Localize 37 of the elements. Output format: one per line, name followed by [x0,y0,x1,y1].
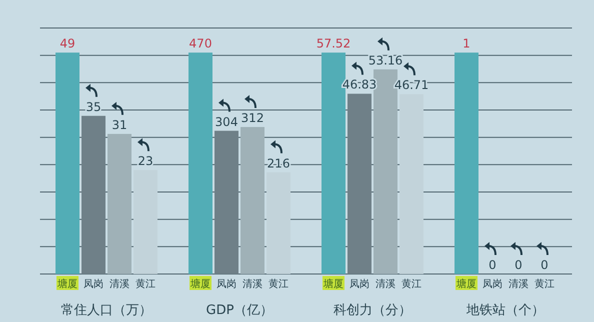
x-tick-label: 清溪 [110,278,130,290]
data-label: 0 [488,258,496,272]
data-label: 1 [462,36,470,51]
x-axis-title: 科创力（分） [334,303,412,318]
bar [214,130,238,274]
x-tick-label: 黄江 [136,278,156,290]
x-axis-title: 常住人口（万） [61,303,152,318]
bar [348,94,372,274]
bar [188,52,212,274]
x-axis-title: 地铁站（个） [466,303,544,318]
x-tick-label: 黄江 [402,278,422,290]
x-tick-label: 清溪 [508,278,528,290]
bar [266,172,290,274]
bar [240,127,264,274]
data-label: 470 [189,36,212,51]
bar [82,116,106,274]
x-tick-label: 黄江 [534,278,554,290]
data-label: 57.52 [316,36,351,51]
data-label: 31 [112,118,128,132]
data-label: 0 [514,258,522,272]
data-label: 304 [215,114,238,129]
bar [134,170,158,274]
x-tick-label: 清溪 [376,278,396,290]
x-tick-label: 黄江 [268,278,288,290]
x-tick-label: 凤岗 [482,278,502,290]
x-tick-label: 凤岗 [350,278,370,290]
x-axis-title: GDP（亿） [206,303,273,318]
data-label: 53.16 [368,53,403,68]
bar [108,134,132,274]
x-tick-label: 清溪 [242,278,262,290]
bar [56,52,80,274]
x-tick-label: 凤岗 [84,278,104,290]
data-label: 312 [241,111,264,126]
data-label: 0 [540,258,548,272]
x-tick-label: 凤岗 [216,278,236,290]
data-label: 49 [60,36,76,51]
bar [400,94,424,274]
